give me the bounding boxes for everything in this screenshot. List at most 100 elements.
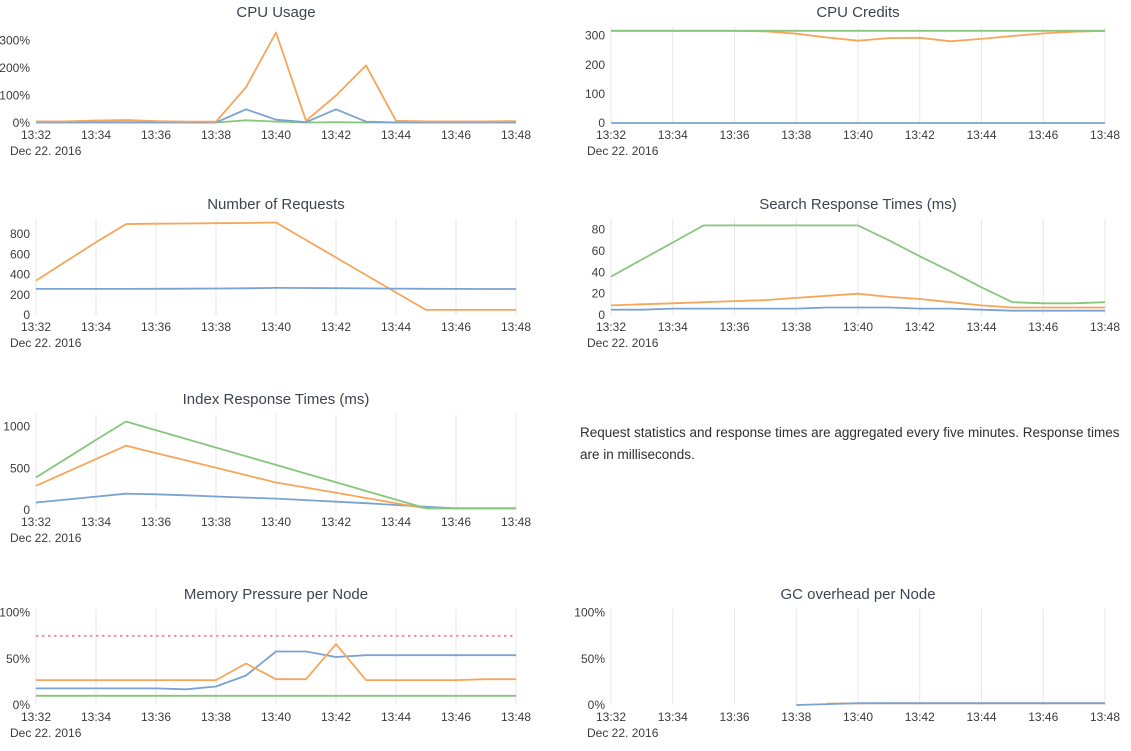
x-tick-label: 13:48 [1090, 320, 1120, 334]
x-tick-label: 13:42 [905, 710, 935, 724]
x-tick-label: 13:40 [843, 320, 873, 334]
x-tick-label: 13:40 [261, 515, 291, 529]
x-tick-label: 13:48 [1090, 710, 1120, 724]
x-axis-date-label: Dec 22. 2016 [587, 144, 659, 158]
x-tick-label: 13:38 [201, 320, 231, 334]
y-tick-label: 50% [581, 652, 605, 666]
x-tick-label: 13:34 [81, 128, 111, 142]
x-axis-date-label: Dec 22. 2016 [10, 336, 82, 350]
y-tick-label: 100% [574, 606, 605, 620]
x-tick-label: 13:44 [966, 320, 996, 334]
x-tick-label: 13:38 [201, 710, 231, 724]
chart-title-search-response-times: Search Response Times (ms) [611, 195, 1105, 215]
y-tick-label: 500 [10, 461, 30, 475]
y-axis-labels: 0%100%200%300% [0, 34, 30, 130]
x-tick-label: 13:44 [381, 320, 411, 334]
y-tick-label: 50% [6, 652, 30, 666]
chart-title-index-response-times: Index Response Times (ms) [36, 390, 516, 410]
x-tick-label: 13:42 [321, 515, 351, 529]
x-tick-label: 13:44 [381, 515, 411, 529]
x-tick-label: 13:42 [321, 710, 351, 724]
x-tick-label: 13:34 [658, 710, 688, 724]
chart-title-gc-overhead: GC overhead per Node [611, 585, 1105, 605]
y-tick-label: 80 [592, 223, 606, 237]
chart-title-cpu-credits: CPU Credits [611, 3, 1105, 23]
x-tick-label: 13:36 [719, 128, 749, 142]
y-tick-label: 600 [10, 247, 30, 261]
x-tick-label: 13:34 [81, 320, 111, 334]
y-tick-label: 100% [0, 89, 30, 103]
gridlines [611, 609, 1105, 705]
x-tick-label: 13:34 [81, 710, 111, 724]
y-tick-label: 100% [0, 606, 30, 620]
y-tick-label: 1000 [3, 420, 30, 434]
x-tick-label: 13:44 [381, 128, 411, 142]
x-tick-label: 13:40 [261, 320, 291, 334]
chart-title-number-of-requests: Number of Requests [36, 195, 516, 215]
x-tick-label: 13:32 [21, 710, 51, 724]
gridlines [36, 609, 516, 705]
y-tick-label: 40 [592, 265, 606, 279]
x-tick-label: 13:36 [719, 710, 749, 724]
x-tick-label: 13:48 [1090, 128, 1120, 142]
x-tick-label: 13:40 [261, 128, 291, 142]
x-tick-label: 13:38 [781, 710, 811, 724]
y-tick-label: 200 [585, 58, 605, 72]
x-tick-label: 13:44 [381, 710, 411, 724]
y-axis-labels: 0%50%100% [574, 606, 605, 712]
x-tick-label: 13:34 [658, 320, 688, 334]
x-tick-label: 13:46 [1028, 320, 1058, 334]
y-tick-label: 300% [0, 34, 30, 48]
x-tick-label: 13:40 [261, 710, 291, 724]
x-tick-label: 13:46 [1028, 128, 1058, 142]
y-tick-label: 100 [585, 87, 605, 101]
x-tick-label: 13:34 [658, 128, 688, 142]
x-tick-label: 13:32 [21, 515, 51, 529]
x-tick-label: 13:42 [905, 128, 935, 142]
x-axis-date-label: Dec 22. 2016 [587, 336, 659, 350]
x-tick-label: 13:40 [843, 128, 873, 142]
x-tick-label: 13:38 [781, 320, 811, 334]
x-axis-date-label: Dec 22. 2016 [10, 531, 82, 545]
x-tick-label: 13:40 [843, 710, 873, 724]
series-line-orange [36, 33, 516, 122]
x-tick-label: 13:38 [781, 128, 811, 142]
y-tick-label: 400 [10, 268, 30, 282]
y-tick-label: 60 [592, 244, 606, 258]
y-tick-label: 20 [592, 287, 606, 301]
x-tick-label: 13:42 [905, 320, 935, 334]
chart-title-cpu-usage: CPU Usage [36, 3, 516, 23]
x-tick-label: 13:38 [201, 515, 231, 529]
chart-title-memory-pressure: Memory Pressure per Node [36, 585, 516, 605]
y-tick-label: 200% [0, 61, 30, 75]
x-tick-label: 13:36 [719, 320, 749, 334]
x-tick-label: 13:32 [21, 320, 51, 334]
gridlines [611, 219, 1105, 315]
x-tick-label: 13:46 [441, 710, 471, 724]
x-tick-label: 13:48 [501, 128, 531, 142]
x-tick-label: 13:34 [81, 515, 111, 529]
y-tick-label: 200 [10, 288, 30, 302]
